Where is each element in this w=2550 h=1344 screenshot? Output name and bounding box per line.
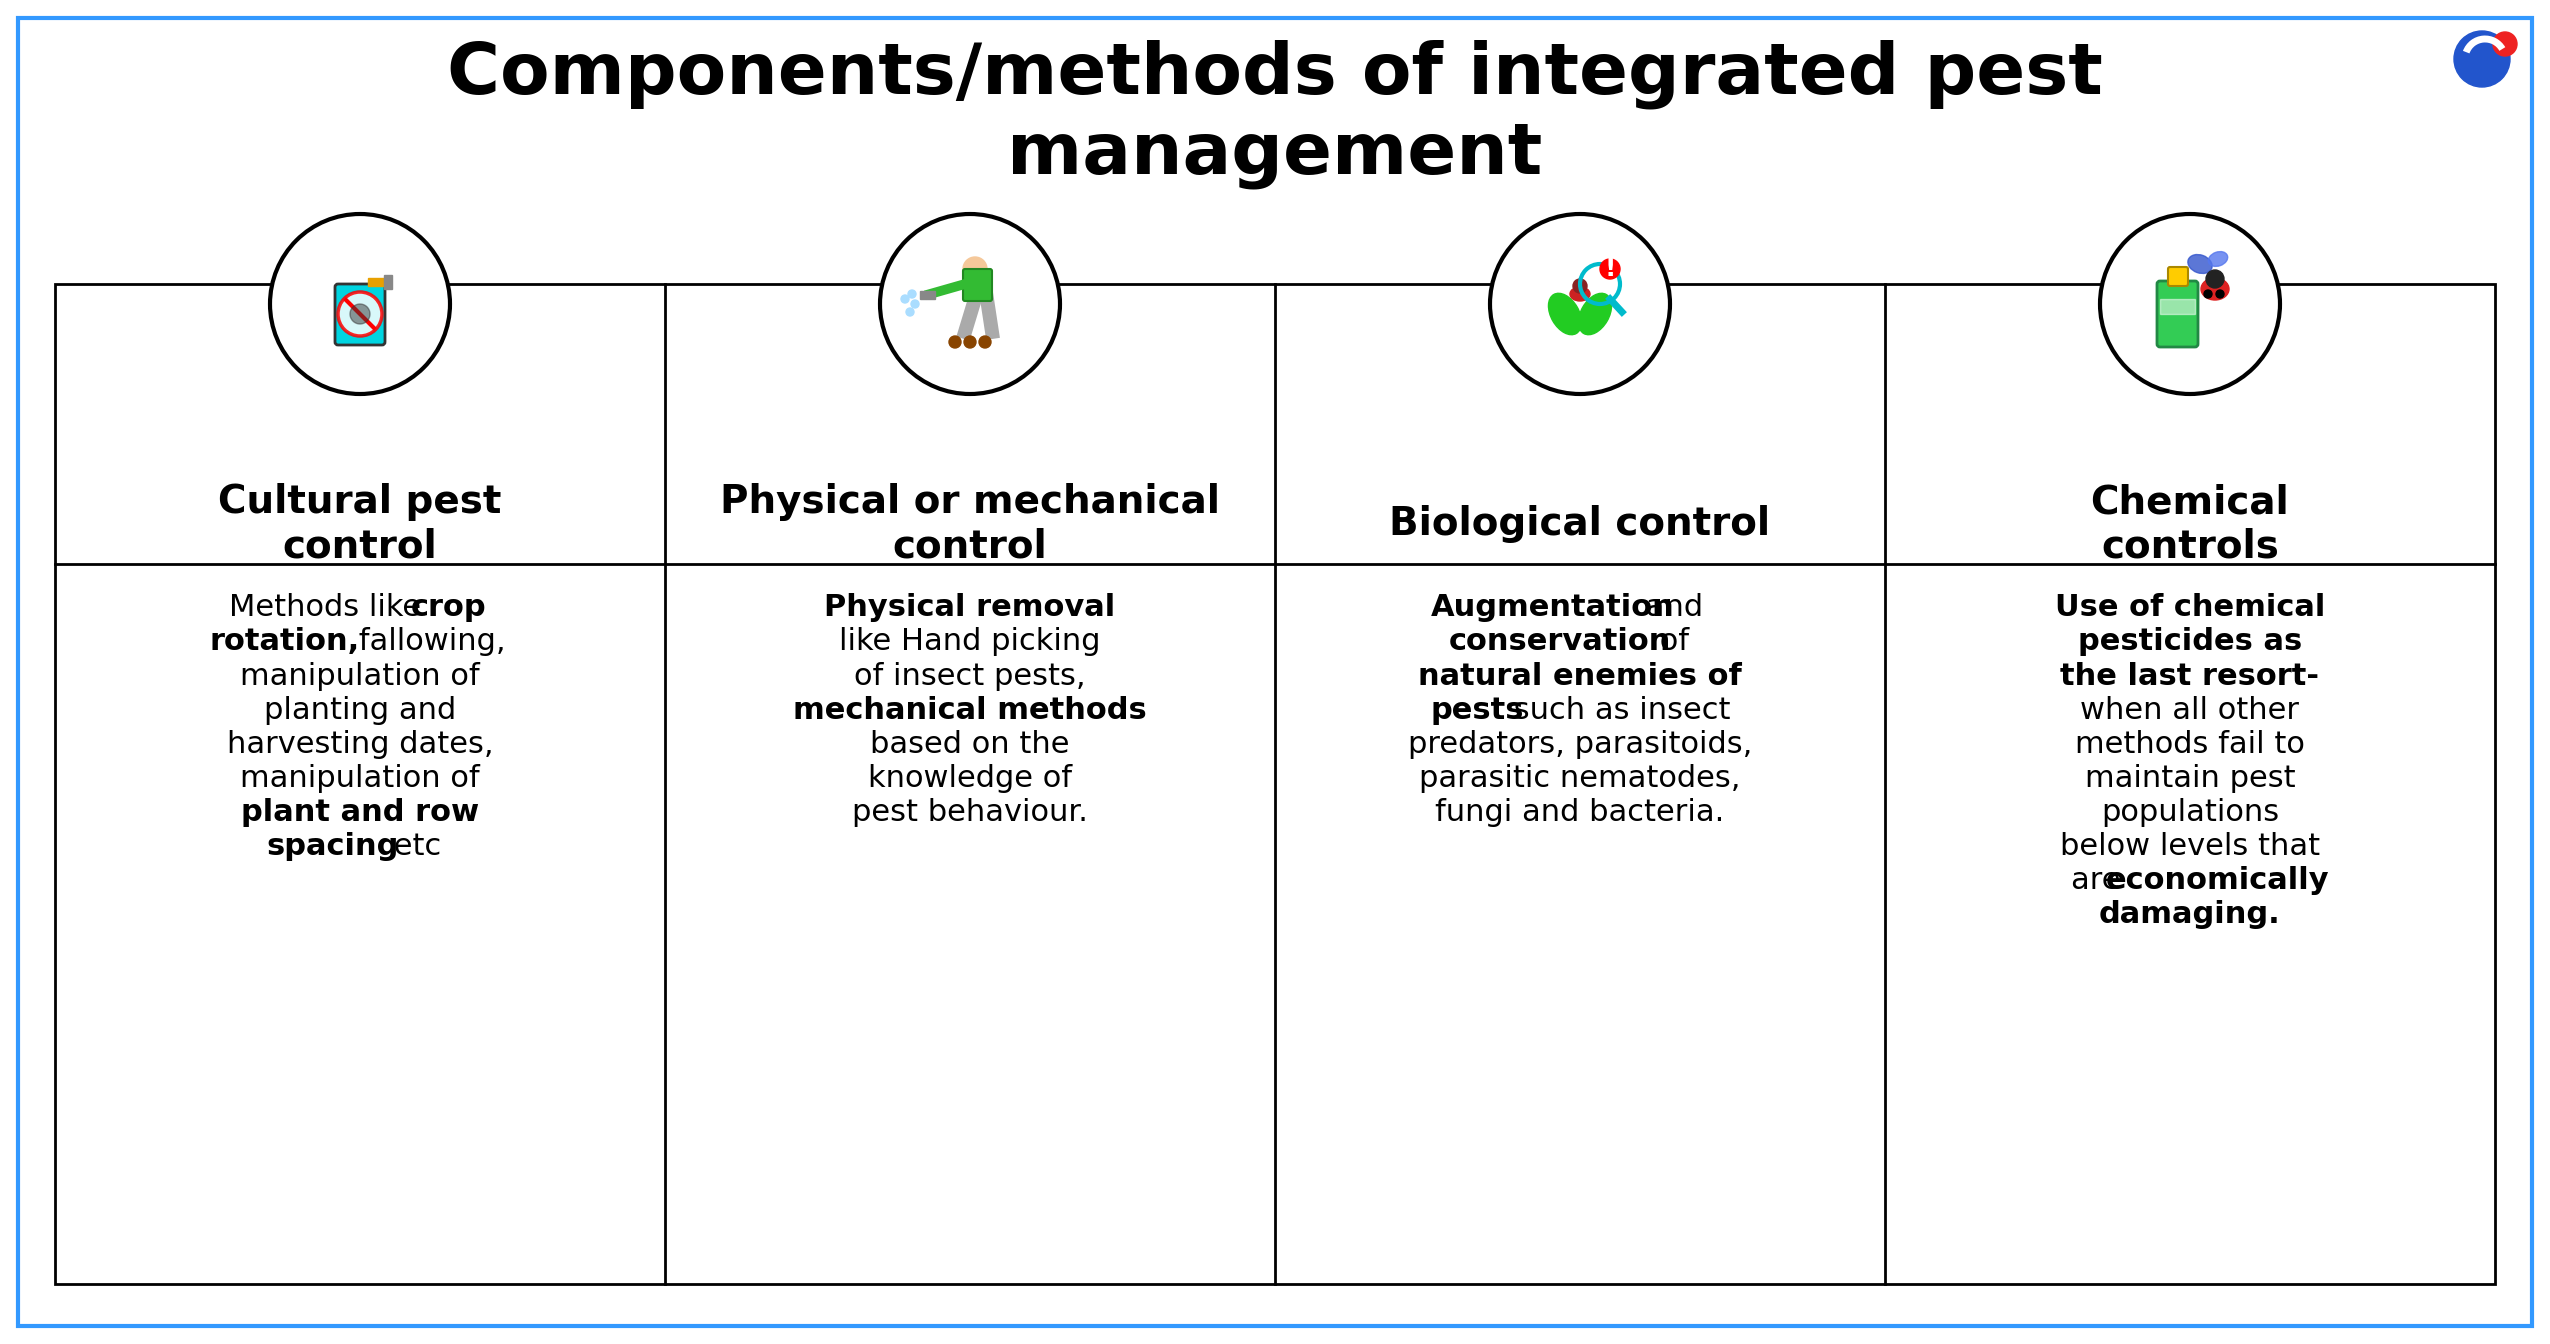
Text: based on the: based on the (870, 730, 1071, 759)
Text: are: are (2071, 866, 2129, 895)
Circle shape (880, 214, 1061, 394)
FancyBboxPatch shape (2168, 267, 2188, 286)
FancyBboxPatch shape (18, 17, 2532, 1327)
Text: Cultural pest
control: Cultural pest control (219, 482, 502, 564)
FancyBboxPatch shape (964, 269, 992, 301)
Circle shape (349, 304, 370, 324)
Text: pests: pests (1431, 696, 1525, 724)
Circle shape (2101, 214, 2280, 394)
Text: rotation,: rotation, (209, 628, 360, 656)
Text: methods fail to: methods fail to (2076, 730, 2305, 759)
Text: Physical removal: Physical removal (824, 593, 1117, 622)
Circle shape (2453, 31, 2509, 87)
Ellipse shape (1548, 293, 1581, 335)
Text: plant and row: plant and row (240, 798, 479, 827)
Text: Methods like: Methods like (230, 593, 431, 622)
Circle shape (2203, 290, 2211, 298)
FancyBboxPatch shape (334, 284, 385, 345)
Circle shape (964, 257, 987, 281)
Text: Biological control: Biological control (1390, 505, 1770, 543)
Text: of insect pests,: of insect pests, (854, 661, 1086, 691)
Text: knowledge of: knowledge of (867, 763, 1071, 793)
Bar (385, 276, 393, 289)
Text: conservation: conservation (1448, 628, 1670, 656)
Circle shape (949, 336, 961, 348)
Text: the last resort-: the last resort- (2060, 661, 2320, 691)
Text: !: ! (1604, 257, 1617, 281)
Text: predators, parasitoids,: predators, parasitoids, (1408, 730, 1752, 759)
Circle shape (900, 294, 908, 302)
Text: etc: etc (382, 832, 441, 862)
Text: parasitic nematodes,: parasitic nematodes, (1420, 763, 1742, 793)
Text: crop: crop (411, 593, 487, 622)
Text: manipulation of: manipulation of (240, 763, 479, 793)
Circle shape (910, 300, 918, 308)
Circle shape (964, 336, 977, 348)
Text: spacing: spacing (268, 832, 398, 862)
Text: populations: populations (2101, 798, 2280, 827)
Circle shape (2206, 270, 2224, 288)
Circle shape (908, 290, 915, 298)
Circle shape (1489, 214, 1670, 394)
Circle shape (2216, 290, 2224, 298)
Ellipse shape (2208, 251, 2229, 266)
Ellipse shape (2201, 278, 2229, 300)
Text: Chemical
controls: Chemical controls (2091, 482, 2290, 564)
Bar (921, 292, 936, 298)
Circle shape (1599, 259, 1619, 280)
Text: Physical or mechanical
control: Physical or mechanical control (719, 482, 1219, 564)
Text: natural enemies of: natural enemies of (1418, 661, 1742, 691)
Circle shape (339, 292, 382, 336)
Text: planting and: planting and (263, 696, 456, 724)
Ellipse shape (1578, 293, 1612, 335)
Text: pest behaviour.: pest behaviour. (852, 798, 1089, 827)
Circle shape (270, 214, 449, 394)
Text: such as insect: such as insect (1504, 696, 1731, 724)
Text: harvesting dates,: harvesting dates, (227, 730, 492, 759)
Ellipse shape (1571, 288, 1591, 301)
Text: fungi and bacteria.: fungi and bacteria. (1436, 798, 1724, 827)
Text: economically: economically (2106, 866, 2328, 895)
Text: Augmentation: Augmentation (1431, 593, 1675, 622)
Circle shape (979, 336, 992, 348)
Text: Use of chemical: Use of chemical (2055, 593, 2326, 622)
Circle shape (1573, 280, 1586, 293)
Text: damaging.: damaging. (2099, 900, 2280, 929)
Text: like Hand picking: like Hand picking (839, 628, 1102, 656)
Text: below levels that: below levels that (2060, 832, 2320, 862)
Text: mechanical methods: mechanical methods (793, 696, 1148, 724)
Text: Components/methods of integrated pest
management: Components/methods of integrated pest ma… (446, 39, 2104, 190)
Text: pesticides as: pesticides as (2078, 628, 2303, 656)
Text: maintain pest: maintain pest (2086, 763, 2295, 793)
Text: when all other: when all other (2081, 696, 2300, 724)
Bar (2160, 298, 2196, 314)
FancyBboxPatch shape (2157, 281, 2198, 347)
Text: manipulation of: manipulation of (240, 661, 479, 691)
Text: fallowing,: fallowing, (349, 628, 505, 656)
Circle shape (2494, 32, 2517, 56)
Bar (367, 278, 388, 286)
Text: of: of (1650, 628, 1688, 656)
Bar (56, 284, 2494, 1284)
Circle shape (905, 308, 913, 316)
Ellipse shape (2188, 254, 2213, 273)
Text: and: and (1637, 593, 1703, 622)
